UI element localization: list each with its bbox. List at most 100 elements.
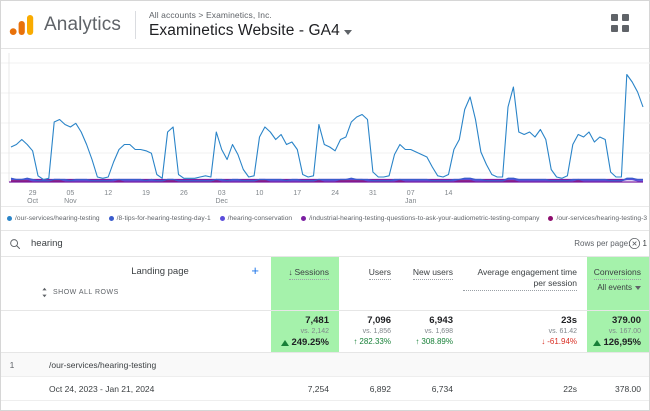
summary-delta-value: 308.89% xyxy=(421,337,453,346)
svg-text:05: 05 xyxy=(67,190,75,197)
column-header-new-users[interactable]: New users xyxy=(401,257,463,310)
breadcrumb: All accounts > Examinetics, Inc. xyxy=(148,9,272,20)
legend-item[interactable]: /hearing-conservation xyxy=(219,215,292,222)
chart-legend: /our-services/hearing-testing/8-tips-for… xyxy=(1,207,649,231)
new-users-header-label: New users xyxy=(412,267,453,280)
apps-grid-icon[interactable] xyxy=(611,13,633,36)
summary-cell-new-users: 6,943 vs. 1,698 ↑ 308.89% xyxy=(401,311,463,352)
summary-delta: ↑ 282.33% xyxy=(353,337,391,346)
conversions-header-label: Conversions xyxy=(593,267,641,280)
column-header-sessions[interactable]: ↓ Sessions xyxy=(271,257,339,310)
row-cell-sessions: 1,846 xyxy=(271,408,339,411)
report-table: Landing page + SHOW ALL ROWS ↓ Sessions … xyxy=(1,257,649,410)
summary-index-cell xyxy=(1,311,23,352)
row-cell-value: 6,892 xyxy=(369,383,391,394)
dimension-header-label: Landing page xyxy=(131,266,189,277)
summary-delta: ↑ 308.89% xyxy=(415,337,453,346)
row-dimension-label: Oct 24, 2023 - Jan 21, 2024 xyxy=(49,383,155,394)
table-row[interactable]: Oct 24, 2022 - Jan 21, 2023 1,846 1,611 1,4… xyxy=(1,401,649,410)
svg-text:24: 24 xyxy=(331,190,339,197)
svg-text:14: 14 xyxy=(445,190,453,197)
row-cell-value: 1,846 xyxy=(308,408,329,411)
conversions-event-selector[interactable]: All events xyxy=(597,283,641,292)
summary-delta-value: -61.94% xyxy=(547,337,577,346)
summary-delta: 249.25% xyxy=(281,337,329,348)
row-cell-value: 22s xyxy=(563,383,577,394)
account-selector[interactable]: All accounts > Examinetics, Inc. Examine… xyxy=(149,10,352,40)
row-cell-value: 1,469 xyxy=(432,408,453,411)
table-header-row: Landing page + SHOW ALL ROWS ↓ Sessions … xyxy=(1,257,649,311)
row-cell-value: 1,611 xyxy=(370,408,391,411)
summary-delta-value: 282.33% xyxy=(359,337,391,346)
apps-grid-dot xyxy=(622,24,629,32)
arrow-down-icon: ↓ xyxy=(541,336,546,346)
row-cell-users: 6,892 xyxy=(339,384,401,394)
app-header: Analytics All accounts > Examinetics, In… xyxy=(1,1,649,49)
svg-text:07: 07 xyxy=(407,190,415,197)
row-dimension-cell[interactable]: /our-services/hearing-testing xyxy=(23,360,271,370)
row-cell-value: 378.00 xyxy=(615,383,641,394)
rows-per-page[interactable]: Rows per page: 1 xyxy=(574,239,647,248)
brand-label: Analytics xyxy=(44,13,121,35)
table-row[interactable]: 1/our-services/hearing-testing xyxy=(1,353,649,377)
legend-label: /8-tips-for-hearing-testing-day-1 xyxy=(116,215,211,222)
row-index: 1 xyxy=(1,360,23,370)
legend-item[interactable]: /our-services/hearing-testing xyxy=(7,215,100,222)
summary-value: 379.00 xyxy=(611,315,641,326)
search-input[interactable]: hearing xyxy=(31,238,63,249)
legend-item[interactable]: /8-tips-for-hearing-testing-day-1 xyxy=(108,215,211,222)
table-search-bar[interactable]: hearing Rows per page: 1 xyxy=(1,231,649,257)
arrow-up-icon: ↑ xyxy=(353,336,358,346)
summary-delta: 126,95% xyxy=(593,337,641,348)
svg-text:31: 31 xyxy=(369,190,377,197)
summary-value: 7,096 xyxy=(367,315,391,326)
row-dimension-cell[interactable]: Oct 24, 2023 - Jan 21, 2024 xyxy=(23,384,271,394)
triangle-up-icon xyxy=(593,339,602,346)
timeseries-chart[interactable]: 29 Oct 05 Nov 12 19 26 03 Dec 10 17 24 31 07 Jan 14 xyxy=(1,49,650,207)
svg-text:Oct: Oct xyxy=(27,198,38,205)
chevron-down-icon xyxy=(343,29,352,35)
header-divider xyxy=(134,10,136,39)
clear-circle-icon[interactable] xyxy=(628,237,641,250)
svg-text:12: 12 xyxy=(104,190,112,197)
apps-grid-dot xyxy=(611,24,618,32)
summary-comparison-value: vs. 1,856 xyxy=(362,328,391,335)
rows-per-page-label: Rows per page: xyxy=(574,239,631,248)
row-dimension-label: /our-services/hearing-testing xyxy=(49,359,157,370)
row-dimension-cell[interactable]: Oct 24, 2022 - Jan 21, 2023 xyxy=(23,408,271,411)
column-header-users[interactable]: Users xyxy=(339,257,401,310)
legend-item[interactable]: /industrial-hearing-testing-questions-to… xyxy=(301,215,539,222)
rows-per-page-value[interactable]: 1 xyxy=(642,239,647,248)
search-icon xyxy=(10,238,20,249)
svg-text:Jan: Jan xyxy=(405,198,416,205)
plus-icon[interactable]: + xyxy=(251,263,259,278)
property-label: Examinetics Website - GA4 xyxy=(148,21,340,39)
svg-text:10: 10 xyxy=(256,190,264,197)
summary-value: 23s xyxy=(561,315,577,326)
summary-comparison-value: vs. 2,142 xyxy=(300,328,329,335)
summary-comparison-value: vs. 167.00 xyxy=(608,328,641,335)
table-row[interactable]: Oct 24, 2023 - Jan 21, 2024 7,254 6,892 6,7… xyxy=(1,377,649,401)
column-header-conversions[interactable]: Conversions All events xyxy=(587,257,649,310)
summary-cell-sessions: 7,481 vs. 2,142 249.25% xyxy=(271,311,339,352)
column-header-avg-engagement[interactable]: Average engagement time per session xyxy=(463,257,587,310)
summary-comparison-value: vs. 1,698 xyxy=(424,328,453,335)
summary-cell-avg-engagement: 23s vs. 61.42 ↓ -61.94% xyxy=(463,311,587,352)
summary-value: 7,481 xyxy=(305,315,329,326)
show-all-rows-button[interactable]: SHOW ALL ROWS xyxy=(41,287,119,298)
row-cell-avg-engagement: 22s xyxy=(463,384,587,394)
row-cell-new-users: 6,734 xyxy=(401,384,463,394)
analytics-brand[interactable]: Analytics xyxy=(9,12,121,38)
apps-grid-dot xyxy=(611,13,618,21)
legend-color-dot xyxy=(7,216,12,221)
property-selector[interactable]: Examinetics Website - GA4 xyxy=(149,22,352,40)
legend-item[interactable]: /our-services/hearing-testing-3 xyxy=(548,215,647,222)
summary-cell-users: 7,096 vs. 1,856 ↑ 282.33% xyxy=(339,311,401,352)
row-cell-users: 1,611 xyxy=(339,408,401,411)
svg-text:19: 19 xyxy=(142,190,150,197)
row-cell-conversions: 162.00 xyxy=(587,408,649,411)
svg-text:29: 29 xyxy=(29,190,37,197)
arrow-up-icon: ↑ xyxy=(415,336,420,346)
